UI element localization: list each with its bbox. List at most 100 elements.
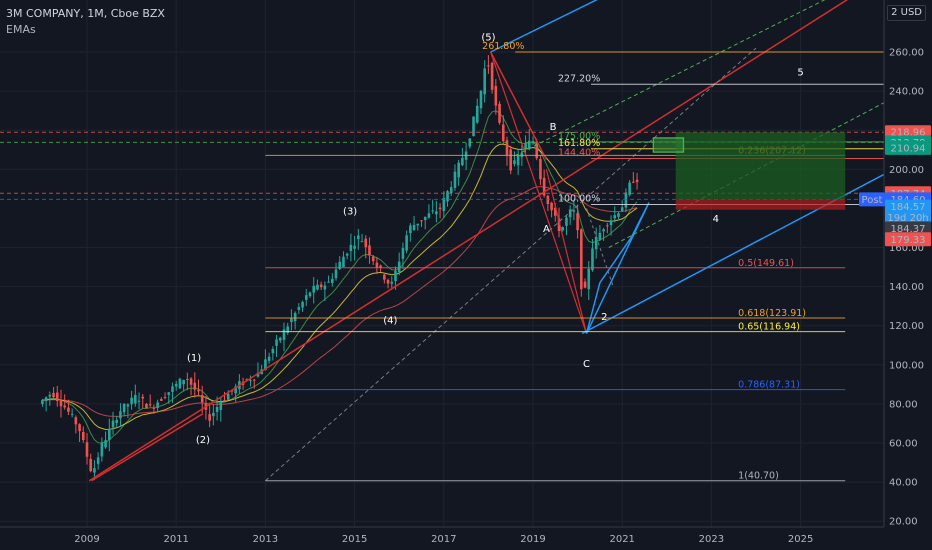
candle bbox=[487, 55, 490, 74]
wave-label: C bbox=[583, 359, 590, 370]
candle bbox=[301, 300, 304, 313]
candle bbox=[386, 278, 390, 289]
candle bbox=[423, 216, 427, 230]
time-tick-label: 2013 bbox=[253, 534, 278, 545]
candle bbox=[193, 372, 197, 398]
svg-text:210.94: 210.94 bbox=[891, 143, 926, 154]
candle bbox=[111, 411, 115, 435]
candle bbox=[160, 397, 163, 401]
wave-1-line bbox=[91, 413, 204, 482]
candle bbox=[401, 242, 405, 269]
candle bbox=[271, 346, 275, 361]
candle bbox=[357, 228, 360, 250]
candle bbox=[609, 215, 613, 236]
candle bbox=[364, 235, 368, 259]
ema-long-line bbox=[42, 186, 638, 417]
candle bbox=[108, 418, 111, 452]
candle bbox=[327, 275, 330, 283]
candle bbox=[509, 145, 512, 175]
candle bbox=[290, 309, 293, 331]
candle bbox=[208, 402, 211, 428]
candle bbox=[345, 252, 349, 260]
candle bbox=[483, 60, 486, 103]
candle bbox=[606, 222, 609, 234]
candle bbox=[349, 233, 353, 262]
svg-text:184.37: 184.37 bbox=[891, 224, 926, 235]
candle bbox=[624, 188, 628, 213]
time-tick-label: 2025 bbox=[788, 534, 813, 545]
candle bbox=[215, 396, 219, 421]
time-tick-label: 2021 bbox=[609, 534, 634, 545]
candle bbox=[156, 399, 159, 412]
candle bbox=[256, 362, 260, 378]
symbol-title[interactable]: 3M COMPANY, 1M, Cboe BZX bbox=[6, 7, 165, 20]
candle bbox=[219, 396, 223, 422]
candle bbox=[342, 251, 345, 268]
time-tick-label: 2011 bbox=[163, 534, 188, 545]
svg-text:179.33: 179.33 bbox=[891, 235, 926, 246]
candle bbox=[461, 147, 464, 167]
candle bbox=[126, 403, 130, 419]
candle bbox=[178, 377, 182, 390]
candle bbox=[546, 194, 550, 211]
wave-bc-line bbox=[545, 169, 588, 334]
candle bbox=[576, 204, 579, 239]
candle bbox=[475, 98, 479, 124]
long-position-profit-zone bbox=[675, 132, 846, 200]
fib-retracement-label: 0.5(149.61) bbox=[738, 258, 794, 269]
price-badge: 19d 20h bbox=[885, 210, 931, 225]
candle bbox=[583, 278, 587, 289]
candle bbox=[390, 276, 394, 290]
candle bbox=[524, 135, 527, 156]
candle bbox=[565, 215, 568, 236]
candle bbox=[145, 402, 148, 409]
candle bbox=[539, 155, 542, 185]
candle bbox=[498, 101, 501, 125]
price-tick-label: 200.00 bbox=[889, 165, 924, 176]
candle bbox=[308, 291, 312, 298]
chart-header: 3M COMPANY, 1M, Cboe BZX EMAs bbox=[6, 6, 165, 38]
candle bbox=[104, 431, 107, 449]
currency-selector[interactable]: 2 USD bbox=[887, 5, 926, 21]
candle bbox=[542, 169, 546, 198]
candle bbox=[416, 223, 420, 231]
candle bbox=[527, 129, 531, 151]
candle bbox=[617, 211, 620, 219]
candle bbox=[513, 151, 516, 167]
candle bbox=[490, 61, 494, 94]
wave-label: 5 bbox=[797, 67, 803, 78]
candle bbox=[122, 403, 126, 417]
candle bbox=[278, 336, 282, 344]
candle bbox=[412, 216, 416, 231]
price-badge: 210.94 bbox=[885, 140, 931, 155]
candle bbox=[397, 252, 401, 276]
long-position-stop-zone bbox=[675, 199, 846, 210]
candle bbox=[63, 394, 66, 410]
candle bbox=[264, 349, 267, 371]
fib-extension-label: 227.20% bbox=[558, 73, 600, 84]
candle bbox=[189, 377, 193, 396]
price-tick-label: 120.00 bbox=[889, 321, 924, 332]
fib-extension-label: 261.80% bbox=[482, 41, 524, 52]
indicator-label[interactable]: EMAs bbox=[6, 23, 36, 36]
candle bbox=[383, 272, 386, 284]
red-trend-line bbox=[88, 0, 849, 482]
candle bbox=[59, 389, 63, 418]
wave-a-line bbox=[489, 51, 548, 160]
price-axis-panel bbox=[884, 0, 932, 550]
candle bbox=[74, 415, 78, 434]
candle bbox=[453, 164, 457, 191]
candle bbox=[431, 199, 434, 214]
candle bbox=[494, 79, 498, 115]
candle bbox=[141, 394, 145, 409]
wave-label: 2 bbox=[601, 312, 607, 323]
candle bbox=[186, 372, 189, 391]
price-tick-label: 140.00 bbox=[889, 282, 924, 293]
candle bbox=[119, 403, 122, 427]
wave-label: (4) bbox=[383, 316, 397, 327]
candle bbox=[319, 281, 323, 291]
price-tick-label: 40.00 bbox=[889, 478, 918, 489]
candle bbox=[293, 311, 297, 330]
price-tick-label: 160.00 bbox=[889, 243, 924, 254]
